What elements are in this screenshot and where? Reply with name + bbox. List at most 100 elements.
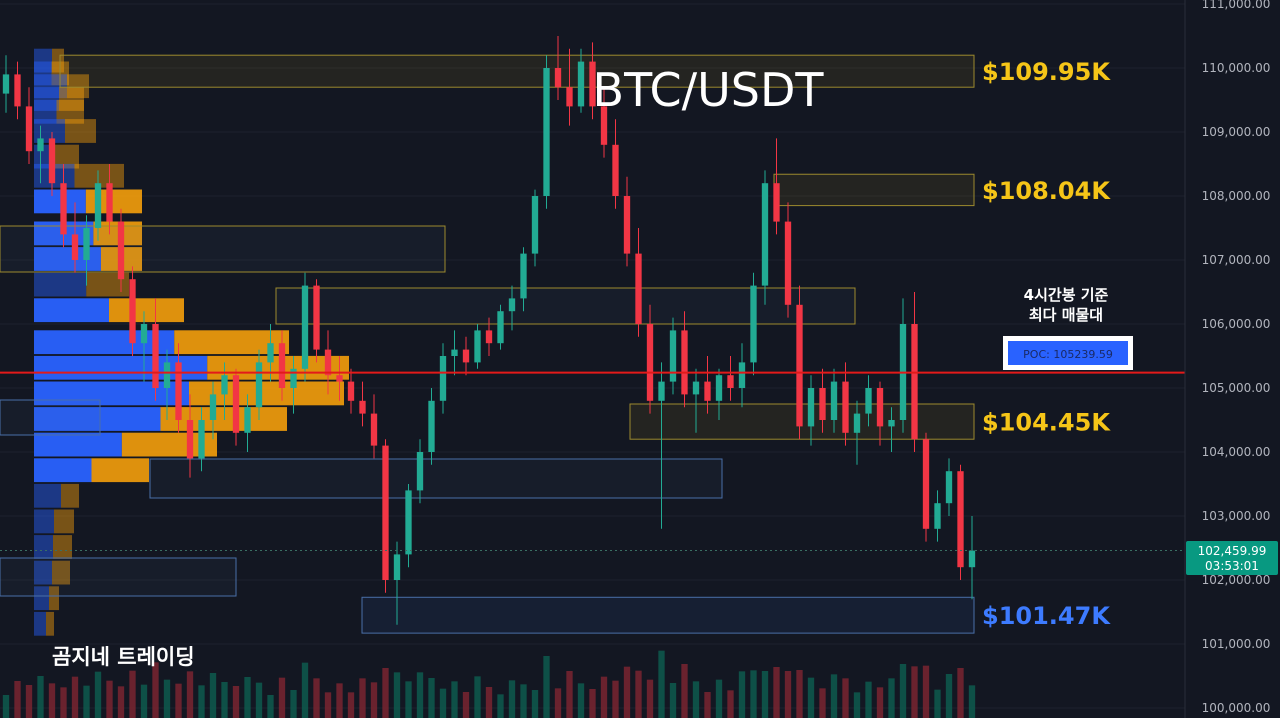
- volume-bar: [554, 688, 562, 718]
- candle-body: [221, 375, 228, 395]
- volume-bar: [842, 678, 849, 718]
- price-axis[interactable]: 100,000.00 101,000.00 102,000.00 103,000.00…: [1184, 0, 1271, 718]
- profile-sell-bar: [56, 99, 84, 124]
- candle-body: [2, 74, 10, 94]
- candle-body: [761, 183, 769, 286]
- profile-sell-bar: [61, 483, 79, 508]
- profile-buy-bar: [34, 509, 54, 534]
- profile-buy-bar: [34, 99, 57, 124]
- volume-bar: [508, 680, 516, 718]
- profile-buy-bar: [34, 611, 46, 636]
- volume-bar: [451, 681, 458, 718]
- profile-buy-bar: [34, 48, 52, 73]
- candle-body: [485, 330, 493, 344]
- volume-bar: [313, 678, 320, 718]
- candle-body: [474, 330, 481, 363]
- y-tick-label: 109,000.00: [1202, 125, 1271, 139]
- level-zone: [59, 54, 975, 88]
- candle-body: [416, 452, 424, 491]
- extra-zone: [0, 399, 101, 436]
- y-tick-label: 106,000.00: [1202, 317, 1271, 331]
- profile-sell-bar: [174, 330, 289, 355]
- candle-body: [393, 554, 401, 580]
- volume-bar: [198, 685, 205, 718]
- volume-bar: [347, 692, 355, 718]
- candle-body: [566, 87, 573, 107]
- y-tick-label: 105,000.00: [1202, 381, 1271, 395]
- y-tick-label: 108,000.00: [1202, 189, 1271, 203]
- profile-buy-bar: [34, 407, 161, 431]
- candle-body: [359, 400, 366, 414]
- profile-sell-bar: [85, 189, 142, 214]
- volume-bar: [14, 681, 21, 718]
- volume-bar: [566, 671, 573, 718]
- volume-bar: [382, 668, 389, 718]
- volume-bar: [267, 695, 274, 718]
- level-zone: [773, 173, 975, 207]
- volume-bar: [255, 682, 263, 718]
- candle-body: [198, 420, 205, 459]
- candle-body: [370, 413, 378, 446]
- candle-body: [681, 330, 688, 395]
- profile-buy-bar: [34, 272, 87, 297]
- candle-body: [313, 285, 320, 350]
- y-tick-label: 104,000.00: [1202, 445, 1271, 459]
- volume-bar: [612, 680, 619, 718]
- volume-bar: [71, 676, 79, 718]
- candle-body: [439, 356, 447, 401]
- volume-bar: [152, 662, 159, 718]
- candle-body: [25, 106, 33, 152]
- candle-body: [163, 362, 171, 388]
- candle-body: [531, 196, 539, 254]
- profile-buy-bar: [34, 119, 65, 143]
- candle-body: [911, 324, 918, 440]
- candle-body: [267, 343, 274, 363]
- extra-zone: [149, 458, 723, 499]
- candle-body: [842, 381, 849, 433]
- candle-body: [324, 349, 332, 376]
- volume-bar: [416, 672, 424, 718]
- profile-buy-bar: [34, 458, 92, 483]
- profile-sell-bar: [53, 535, 72, 559]
- volume-bar: [117, 686, 125, 718]
- poc-label: POC: 105239.59: [1023, 348, 1113, 361]
- watermark-text: 곰지네 트레이딩: [52, 645, 195, 669]
- volume-bar: [129, 670, 136, 718]
- volume-bar: [244, 677, 251, 718]
- volume-bars: [2, 650, 976, 718]
- volume-bar: [899, 664, 907, 718]
- volume-bar: [428, 678, 435, 718]
- profile-buy-bar: [34, 483, 61, 508]
- volume-bar: [324, 692, 332, 718]
- volume-bar: [497, 694, 504, 718]
- last-price-label: 102,459.99: [1198, 544, 1267, 558]
- candle-body: [347, 381, 355, 401]
- candle-body: [600, 106, 608, 145]
- y-tick-label: 100,000.00: [1202, 701, 1271, 715]
- candle-body: [83, 228, 90, 260]
- countdown-label: 03:53:01: [1205, 559, 1259, 573]
- level-label: $108.04K: [982, 177, 1111, 205]
- candle-body: [336, 375, 343, 382]
- candle-body: [451, 349, 458, 356]
- profile-sell-bar: [65, 119, 96, 143]
- candle-body: [635, 253, 642, 324]
- volume-bar: [830, 674, 838, 718]
- candle-body: [301, 285, 309, 369]
- y-tick-label: 107,000.00: [1202, 253, 1271, 267]
- volume-bar: [658, 650, 665, 718]
- candle-body: [232, 375, 240, 433]
- candle-body: [462, 349, 470, 363]
- candle-body: [209, 394, 217, 420]
- volume-bar: [83, 685, 90, 718]
- y-tick-label: 103,000.00: [1202, 509, 1271, 523]
- candle-body: [796, 304, 803, 427]
- candle-body: [278, 343, 286, 388]
- volume-bar: [865, 681, 872, 718]
- volume-bar: [600, 676, 608, 718]
- candle-body: [819, 388, 826, 420]
- volume-bar: [796, 670, 803, 718]
- candle-body: [750, 285, 757, 363]
- volume-bar: [94, 671, 102, 718]
